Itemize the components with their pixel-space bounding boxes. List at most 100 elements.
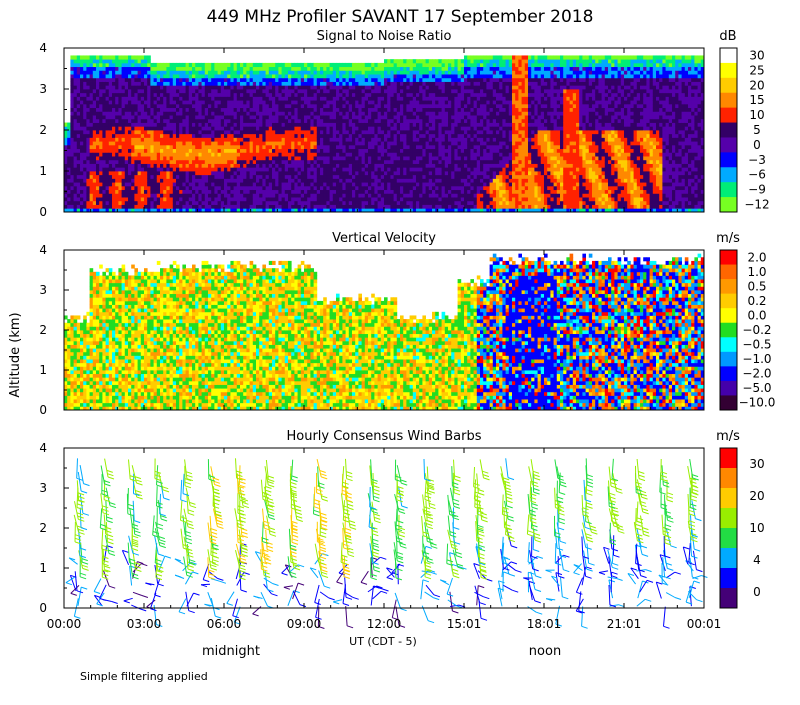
heat-cell	[390, 81, 394, 86]
heat-cell	[105, 55, 110, 60]
heat-cell	[182, 197, 186, 202]
heat-cell	[144, 159, 148, 164]
heat-cell	[99, 70, 103, 75]
heat-cell	[240, 77, 244, 82]
heat-cell	[121, 163, 126, 168]
heat-cell	[76, 193, 81, 198]
heat-cell	[243, 167, 247, 172]
heat-cell	[140, 100, 145, 105]
heat-cell	[73, 111, 78, 116]
heat-cell	[425, 148, 430, 153]
heat-cell	[377, 89, 382, 94]
heat-cell	[96, 208, 100, 213]
heat-cell	[326, 118, 330, 123]
heat-cell	[310, 182, 314, 187]
heat-cell	[220, 122, 225, 127]
heat-cell	[172, 185, 177, 191]
heat-cell	[198, 133, 202, 138]
heat-cell	[256, 122, 260, 127]
heat-cell	[131, 74, 135, 79]
heat-cell	[272, 185, 276, 191]
heat-cell	[406, 66, 410, 71]
heat-cell	[444, 174, 449, 179]
heat-cell	[124, 159, 129, 164]
heat-cell	[240, 204, 244, 209]
heat-cell	[316, 167, 321, 172]
heat-cell	[281, 126, 286, 131]
heat-cell	[441, 92, 446, 97]
heat-cell	[332, 89, 337, 94]
heat-cell	[329, 115, 334, 120]
heat-cell	[361, 182, 366, 187]
heat-cell	[176, 189, 180, 194]
heat-cell	[304, 204, 308, 209]
heat-cell	[156, 122, 161, 127]
heat-cell	[102, 174, 106, 179]
heat-cell	[291, 74, 295, 79]
heat-cell	[176, 103, 180, 109]
heat-cell	[198, 189, 202, 194]
heat-cell	[297, 122, 302, 127]
heat-cell	[400, 96, 404, 101]
heat-cell	[211, 130, 215, 135]
heat-cell	[313, 111, 318, 116]
heat-cell	[198, 107, 202, 112]
heat-cell	[188, 85, 193, 90]
heat-cell	[438, 89, 442, 94]
heat-cell	[249, 62, 254, 68]
heat-cell	[272, 156, 276, 161]
heat-cell	[240, 107, 244, 112]
heat-cell	[150, 122, 154, 127]
heat-cell	[76, 197, 81, 202]
heat-cell	[236, 100, 241, 105]
heat-cell	[355, 148, 359, 153]
heat-cell	[140, 70, 145, 75]
heat-cell	[272, 126, 276, 131]
heat-cell	[246, 159, 250, 164]
heat-cell	[406, 103, 410, 109]
heat-cell	[121, 89, 126, 94]
heat-cell	[112, 77, 116, 82]
heat-cell	[198, 171, 202, 176]
heat-cell	[454, 111, 458, 116]
heat-cell	[390, 208, 394, 213]
heat-cell	[326, 197, 330, 202]
heat-cell	[307, 66, 311, 71]
heat-cell	[444, 171, 449, 176]
heat-cell	[112, 141, 116, 146]
heat-cell	[300, 107, 305, 112]
heat-cell	[233, 141, 238, 146]
heat-cell	[214, 100, 218, 105]
heat-cell	[371, 171, 375, 176]
heat-cell	[118, 185, 122, 191]
heat-cell	[96, 85, 100, 90]
heat-cell	[153, 137, 158, 142]
heat-cell	[400, 137, 404, 142]
heat-cell	[272, 89, 276, 94]
heat-cell	[457, 167, 462, 172]
heat-cell	[204, 156, 209, 161]
heat-cell	[358, 130, 362, 135]
heat-cell	[144, 148, 148, 153]
heat-cell	[425, 208, 430, 213]
heat-cell	[176, 111, 180, 116]
heat-cell	[230, 130, 234, 135]
heat-cell	[262, 182, 266, 187]
heat-cell	[310, 208, 314, 213]
heat-cell	[352, 81, 356, 86]
heat-cell	[112, 115, 116, 120]
heat-cell	[457, 182, 462, 187]
heat-cell	[217, 96, 222, 101]
heat-cell	[156, 193, 161, 198]
heat-cell	[326, 208, 330, 213]
heat-cell	[438, 130, 442, 135]
heat-cell	[201, 62, 206, 68]
heat-cell	[160, 182, 164, 187]
heat-cell	[112, 126, 116, 131]
heat-cell	[361, 81, 366, 86]
heat-cell	[329, 85, 334, 90]
heat-cell	[307, 130, 311, 135]
heat-cell	[432, 144, 436, 150]
heat-cell	[201, 115, 206, 120]
heat-cell	[70, 118, 74, 123]
